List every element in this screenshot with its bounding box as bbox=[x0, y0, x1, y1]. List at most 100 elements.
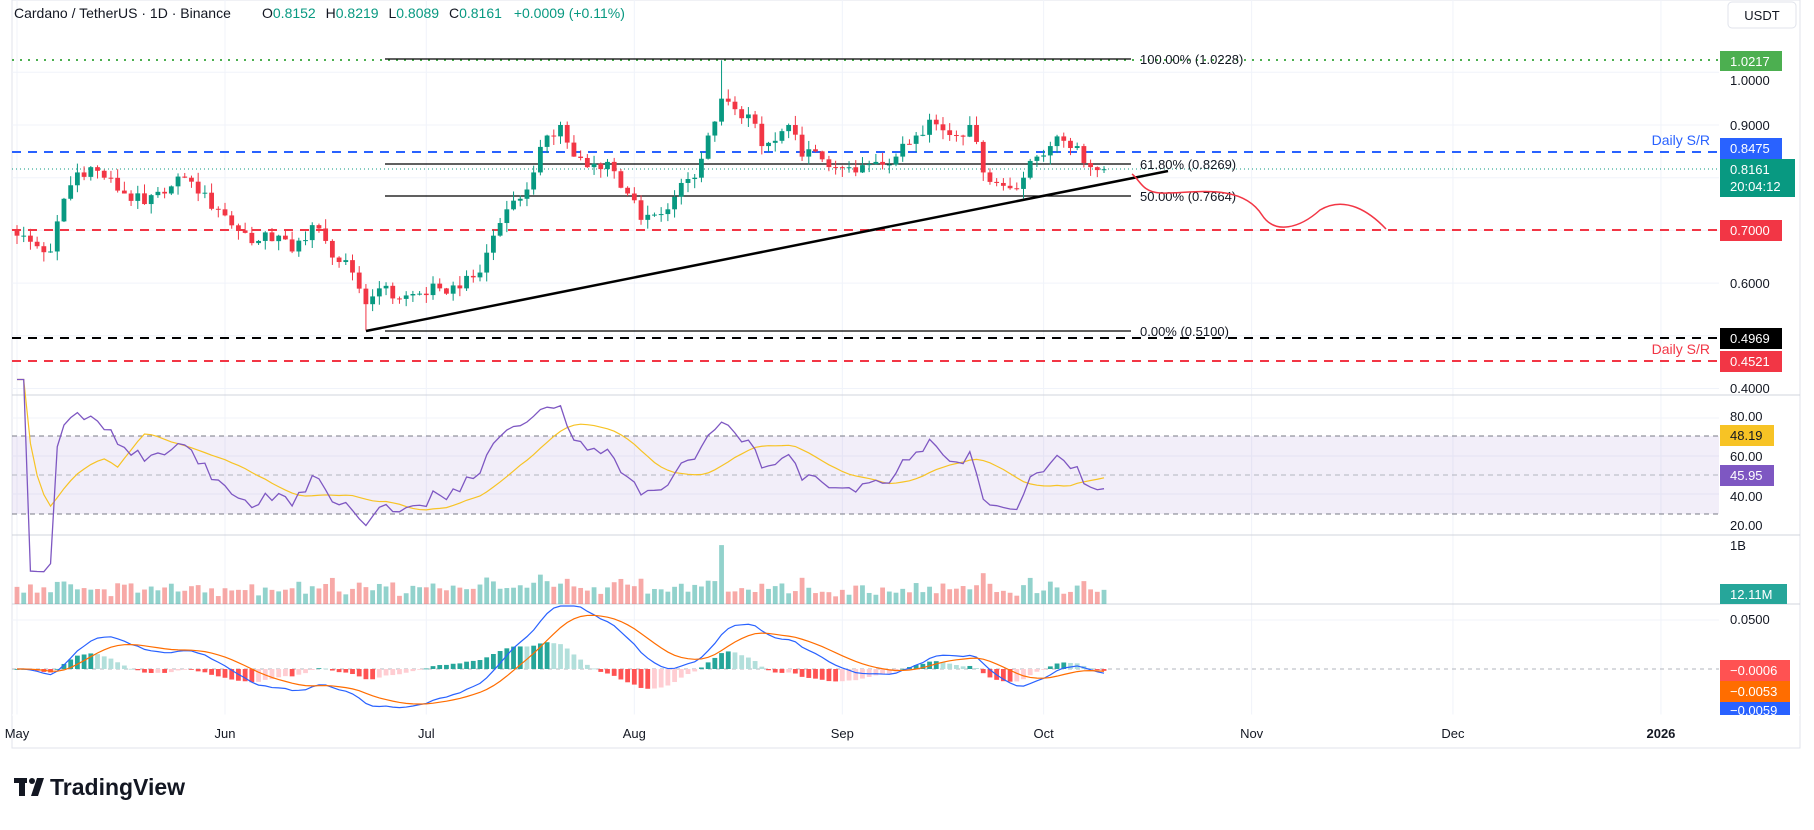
candle-body bbox=[752, 114, 758, 124]
candle-body bbox=[833, 167, 839, 169]
volume-bar bbox=[947, 589, 953, 604]
time-axis[interactable]: May Jun Jul Aug Sep Oct Nov Dec 2026 bbox=[5, 726, 1676, 741]
macd-histogram-bar bbox=[437, 665, 443, 669]
macd-histogram-bar bbox=[631, 669, 637, 685]
candle-body bbox=[739, 109, 745, 119]
macd-histogram-bar bbox=[1034, 669, 1040, 672]
candle-body bbox=[356, 272, 362, 289]
volume-bar bbox=[430, 583, 436, 604]
candle-body bbox=[853, 167, 859, 173]
volume-bar bbox=[994, 592, 1000, 604]
macd-histogram-bar bbox=[444, 664, 449, 669]
candle-body bbox=[605, 161, 610, 170]
candle bbox=[839, 165, 845, 177]
candle-body bbox=[128, 193, 134, 201]
volume-bar bbox=[826, 592, 832, 604]
candle bbox=[558, 121, 563, 144]
volume-bar bbox=[907, 592, 912, 604]
candle bbox=[121, 181, 127, 194]
volume-bar bbox=[202, 592, 208, 604]
volume-bar bbox=[323, 584, 329, 604]
candle-body bbox=[430, 283, 436, 296]
candle-body bbox=[947, 130, 953, 136]
volume-bar bbox=[853, 585, 859, 604]
candle bbox=[236, 223, 241, 240]
macd-histogram-bar bbox=[410, 669, 416, 672]
candle bbox=[437, 278, 443, 292]
tradingview-logo[interactable]: TradingView bbox=[14, 774, 185, 800]
candle-body bbox=[101, 170, 107, 178]
candle bbox=[1000, 178, 1006, 191]
projection-path[interactable] bbox=[1131, 173, 1387, 230]
candle-body bbox=[846, 167, 852, 169]
candle bbox=[860, 157, 865, 173]
macd-histogram-bar bbox=[356, 669, 362, 677]
candle bbox=[189, 175, 194, 188]
currency-button[interactable] bbox=[1727, 1, 1797, 29]
macd-histogram-bar bbox=[484, 657, 490, 669]
volume-bar bbox=[524, 587, 530, 604]
candle-body bbox=[772, 140, 778, 143]
macd-histogram-bar bbox=[537, 643, 543, 669]
candle bbox=[517, 195, 523, 207]
macd-histogram-bar bbox=[564, 648, 570, 669]
candle-body bbox=[537, 146, 543, 173]
candle bbox=[1014, 182, 1020, 191]
candle bbox=[222, 202, 228, 217]
candle bbox=[544, 134, 550, 154]
candle-body bbox=[262, 232, 268, 241]
macd-histogram-bar bbox=[497, 651, 503, 669]
volume-bar bbox=[1000, 590, 1006, 604]
macd-histogram-bar bbox=[886, 669, 892, 674]
candle bbox=[900, 136, 906, 162]
volume-bar bbox=[189, 586, 194, 604]
volume-bar bbox=[410, 585, 416, 604]
volume-bar bbox=[303, 593, 308, 604]
volume-bar bbox=[578, 587, 584, 604]
volume-bar bbox=[437, 588, 443, 604]
candle bbox=[833, 160, 839, 175]
macd-histogram-bar bbox=[74, 655, 80, 669]
macd-histogram-bar bbox=[833, 669, 839, 682]
candle bbox=[1101, 166, 1107, 174]
candle-body bbox=[886, 164, 892, 166]
candle bbox=[329, 239, 335, 265]
ascending-trend-line[interactable] bbox=[365, 169, 1169, 333]
volume-bar bbox=[1007, 592, 1013, 604]
candle bbox=[511, 191, 516, 211]
candle-body bbox=[1021, 177, 1026, 189]
volume-bar bbox=[699, 586, 704, 604]
volume-bar bbox=[772, 586, 778, 604]
volume-bar bbox=[893, 592, 899, 604]
candle-body bbox=[1007, 185, 1013, 189]
macd-histogram-bar bbox=[88, 653, 94, 669]
candle bbox=[155, 187, 161, 198]
price-tick: 0.6000 bbox=[1730, 276, 1770, 291]
candle bbox=[430, 276, 436, 300]
candle-body bbox=[974, 125, 979, 142]
macd-histogram-bar bbox=[383, 669, 389, 676]
time-axis-label: Oct bbox=[1034, 726, 1055, 741]
volume-bar bbox=[591, 587, 597, 604]
candle-body bbox=[987, 172, 993, 182]
candle-body bbox=[611, 161, 617, 172]
volume-pane bbox=[14, 545, 1107, 604]
macd-line-value: −0.0059 bbox=[1730, 703, 1777, 718]
candle bbox=[739, 106, 745, 124]
volume-bar bbox=[477, 584, 483, 604]
candle bbox=[397, 296, 402, 304]
macd-histogram-bar bbox=[162, 669, 168, 673]
candle bbox=[605, 158, 610, 177]
candle bbox=[759, 116, 765, 155]
macd-histogram-bar bbox=[873, 669, 879, 676]
volume-bar bbox=[115, 583, 121, 604]
candle-body bbox=[551, 135, 557, 137]
volume-bar bbox=[759, 583, 765, 604]
candle-body bbox=[880, 161, 885, 165]
volume-bar bbox=[450, 585, 456, 604]
candle-body bbox=[175, 176, 181, 187]
macd-histogram-bar bbox=[819, 669, 825, 680]
symbol-title[interactable]: Cardano / TetherUS · 1D · Binance bbox=[14, 5, 231, 21]
volume-bar bbox=[860, 585, 865, 604]
